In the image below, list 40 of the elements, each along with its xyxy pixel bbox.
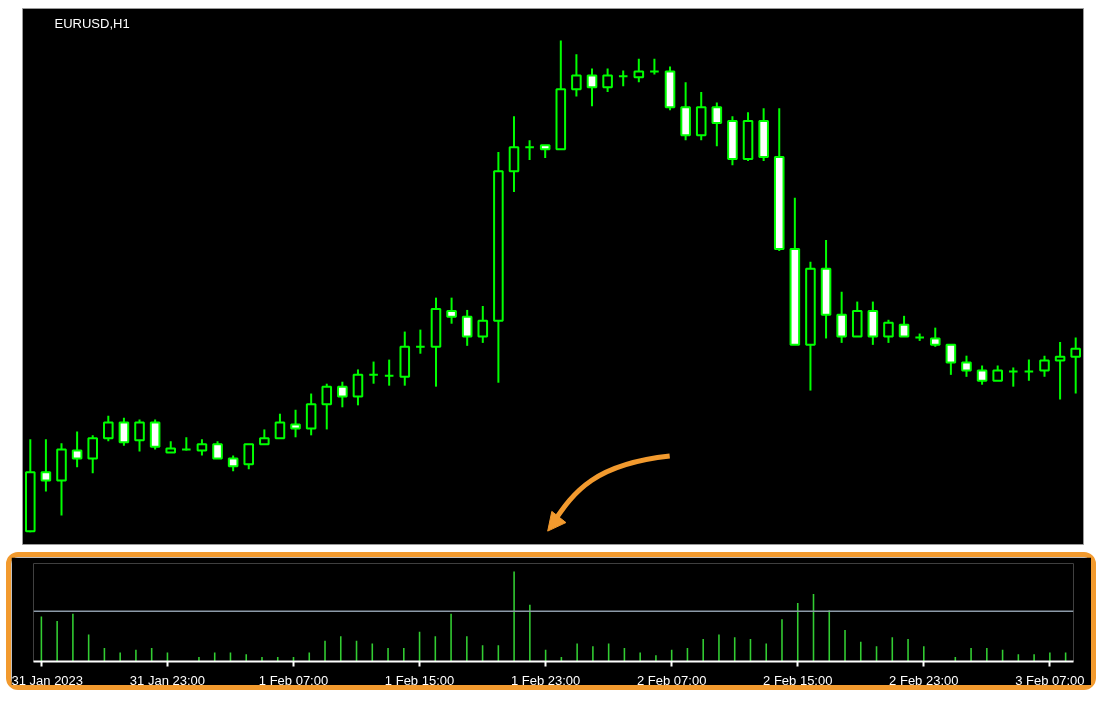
x-tick-label: 31 Jan 23:00 — [129, 672, 206, 688]
candlestick — [290, 408, 301, 439]
candlestick — [243, 443, 255, 471]
x-tick-label: 1 Feb 15:00 — [384, 672, 455, 688]
candlestick — [883, 318, 894, 344]
candlestick — [321, 382, 333, 431]
candlestick — [461, 308, 473, 347]
candlestick — [711, 101, 723, 148]
candlestick — [477, 305, 489, 344]
candlestick — [337, 380, 348, 409]
candlestick — [836, 290, 847, 344]
candlestick — [352, 368, 364, 407]
candlestick — [929, 326, 941, 348]
candlestick — [1070, 336, 1081, 395]
x-tick-label: 31 Jan 2023 — [11, 672, 84, 688]
candlestick — [976, 364, 988, 386]
candlestick — [602, 67, 613, 94]
candlestick — [961, 354, 972, 378]
candlestick — [1054, 340, 1066, 401]
candlestick — [274, 412, 286, 440]
x-tick-label: 2 Feb 15:00 — [763, 672, 833, 688]
x-tick-label: 2 Feb 07:00 — [636, 672, 707, 688]
candlestick — [586, 67, 598, 108]
candlestick — [40, 438, 52, 493]
x-tick-label: 3 Feb 07:00 — [1015, 672, 1085, 688]
candlestick — [633, 57, 645, 84]
chart-title: EURUSD,H1 — [54, 15, 130, 31]
candlestick — [1039, 354, 1050, 378]
candlestick — [71, 430, 83, 469]
candlestick — [446, 296, 457, 325]
candlestick — [103, 414, 114, 443]
candlestick — [898, 314, 910, 338]
x-tick-label: 1 Feb 23:00 — [510, 672, 581, 688]
x-tick-label: 1 Feb 07:00 — [258, 672, 329, 688]
candlestick — [945, 343, 957, 376]
candlestick — [571, 53, 582, 98]
candlestick — [118, 416, 130, 447]
candlestick — [134, 418, 145, 453]
x-tick-label: 2 Feb 23:00 — [889, 672, 959, 688]
candlestick — [87, 434, 98, 475]
